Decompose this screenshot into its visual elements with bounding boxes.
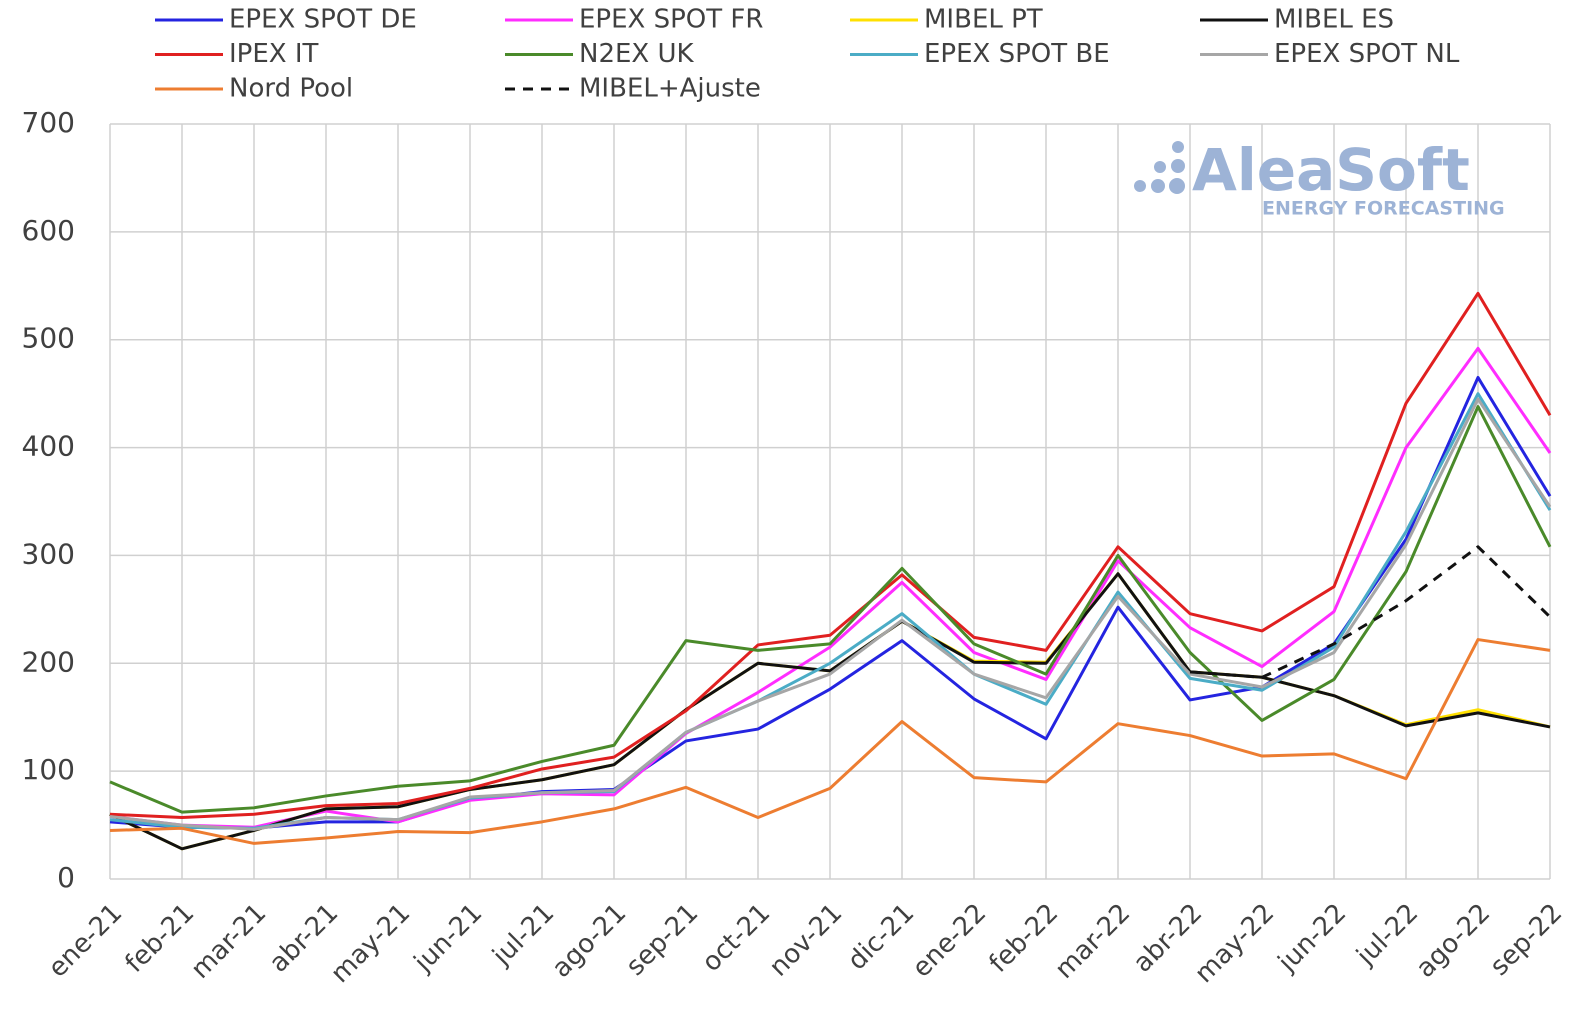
grid xyxy=(109,123,1551,880)
y-tick-label: 500 xyxy=(22,322,75,355)
y-tick-label: 600 xyxy=(22,214,75,247)
series-line xyxy=(1189,545,1552,679)
x-tick-label: may-22 xyxy=(1189,898,1280,989)
x-tick-label: ene-22 xyxy=(907,898,993,984)
x-tick-label: ago-21 xyxy=(546,898,632,984)
legend-label: IPEX IT xyxy=(229,39,319,69)
y-tick-label: 400 xyxy=(22,430,75,463)
series-line xyxy=(109,397,1552,831)
series-line xyxy=(109,572,1551,851)
series-line xyxy=(109,346,1552,829)
series-line xyxy=(109,405,1552,814)
legend-label: N2EX UK xyxy=(579,39,695,69)
series-line xyxy=(109,638,1551,845)
x-tick-label: jun-21 xyxy=(408,898,488,978)
legend-label: Nord Pool xyxy=(229,74,353,104)
y-tick-label: 700 xyxy=(22,106,75,139)
y-tick-label: 200 xyxy=(22,645,75,678)
logo-dots xyxy=(1134,141,1185,194)
y-tick-label: 100 xyxy=(22,753,75,786)
watermark-subtitle: ENERGY FORECASTING xyxy=(1262,198,1505,220)
x-tick-label: jun-22 xyxy=(1272,898,1352,978)
legend-label: EPEX SPOT FR xyxy=(579,5,763,35)
x-tick-label: mar-21 xyxy=(185,898,272,985)
legend-label: EPEX SPOT NL xyxy=(1274,39,1460,69)
x-tick-label: may-21 xyxy=(325,898,416,989)
legend-label: EPEX SPOT DE xyxy=(229,5,417,35)
legend-label: MIBEL PT xyxy=(924,5,1043,35)
x-tick-label: ene-21 xyxy=(43,898,129,984)
x-tick-label: ago-22 xyxy=(1410,898,1496,984)
watermark: AleaSoft xyxy=(1192,136,1470,204)
x-tick-label: oct-21 xyxy=(696,898,776,978)
legend-label: MIBEL+Ajuste xyxy=(579,74,761,104)
series-line xyxy=(109,291,1552,820)
x-tick-label: nov-21 xyxy=(764,898,849,983)
y-tick-label: 300 xyxy=(22,537,75,570)
legend-label: MIBEL ES xyxy=(1274,5,1394,35)
x-tick-label: sep-22 xyxy=(1484,898,1568,982)
legend-label: EPEX SPOT BE xyxy=(924,39,1110,69)
series-line xyxy=(109,375,1552,830)
y-tick-label: 0 xyxy=(57,861,75,894)
x-tick-label: sep-21 xyxy=(620,898,704,982)
x-tick-label: mar-22 xyxy=(1049,898,1136,985)
